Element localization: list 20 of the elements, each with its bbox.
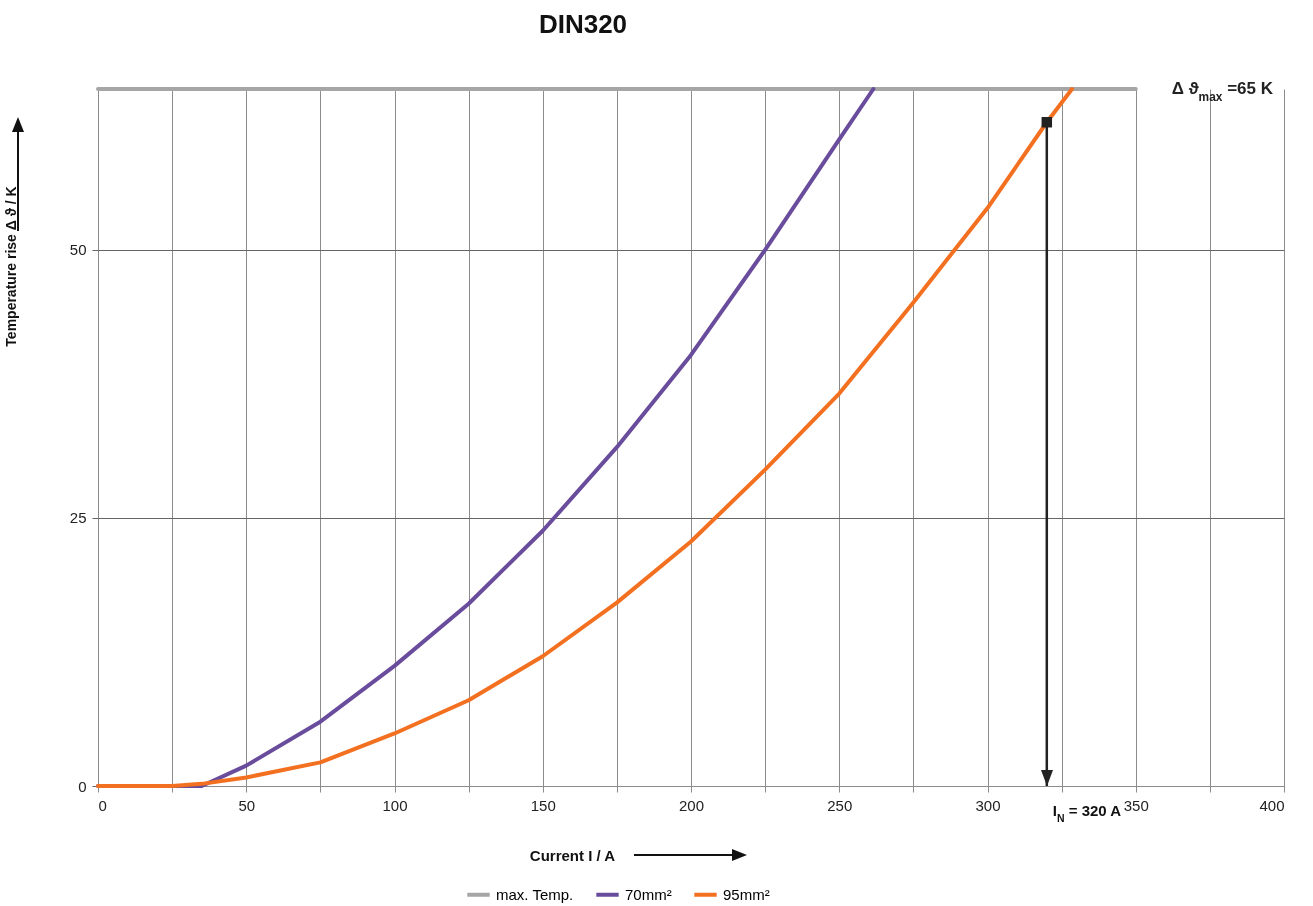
y-tick-label: 25 (69, 509, 87, 527)
y-tick-label: 50 (69, 241, 87, 259)
annotation: Δ ϑ$_{max}$ =65 K (1171, 79, 1274, 104)
legend-label: 95mm² (723, 885, 770, 903)
y-tick-label: 0 (78, 777, 87, 795)
x-tick-label: 350 (1123, 796, 1149, 814)
x-tick-label: 250 (827, 796, 853, 814)
x-tick-label: 300 (975, 796, 1001, 814)
x-tick-label: 50 (238, 796, 256, 814)
x-tick-label: 200 (678, 796, 705, 814)
legend-label: max. Temp. (496, 885, 574, 903)
legend-label: 70mm² (625, 885, 672, 903)
x-tick-label: 0 (98, 796, 107, 814)
chart-title: DIN320 (538, 9, 628, 39)
y-axis-title: Temperature rise Δ ϑ / K (2, 186, 19, 347)
x-axis-title: Current I / A (529, 846, 616, 864)
x-tick-label: 100 (382, 796, 408, 814)
ref-line-label: I$_{N}$ = 320 A (1052, 802, 1122, 824)
x-tick-label: 400 (1259, 796, 1285, 814)
x-tick-label: 150 (530, 796, 556, 814)
